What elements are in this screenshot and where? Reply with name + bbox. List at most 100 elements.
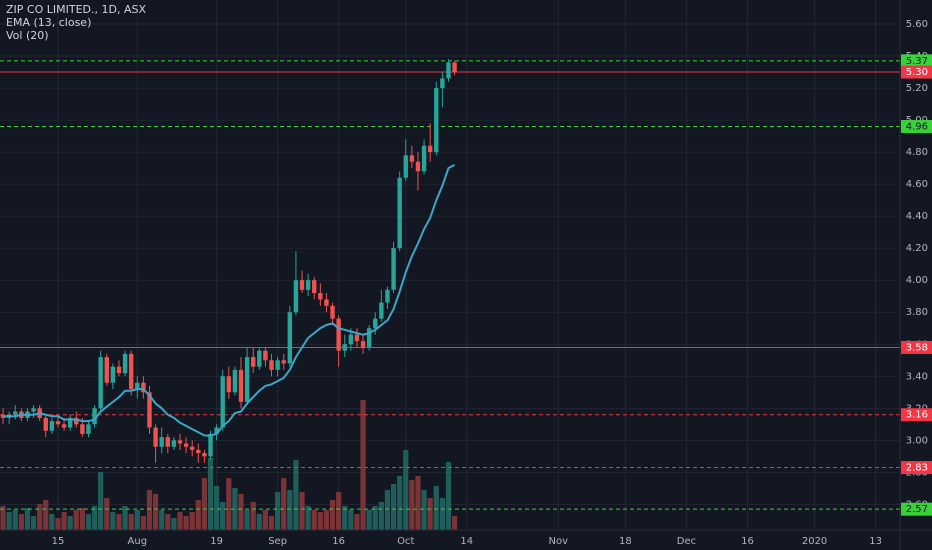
candle-body [366, 328, 372, 348]
y-tick-label: 4.60 [906, 179, 928, 190]
volume-bar [189, 512, 195, 530]
candle-body [360, 341, 366, 348]
level-label: 3.16 [906, 410, 928, 421]
candle-body [220, 376, 225, 428]
candle-body [135, 382, 140, 390]
x-tick-label: 16 [332, 536, 345, 547]
candle-body [391, 248, 396, 290]
level-label-box [901, 65, 932, 79]
volume-bar [451, 516, 458, 530]
candle-body [318, 293, 323, 300]
candle-body [348, 334, 354, 345]
volume-bar [256, 514, 262, 530]
level-label: 2.57 [906, 504, 928, 515]
candle-body [434, 88, 439, 153]
volume-bar [207, 458, 214, 530]
candle-body [183, 443, 189, 447]
candle-body [80, 424, 85, 434]
candle-body [86, 424, 91, 434]
volume-bar [30, 516, 37, 530]
volume-bar [348, 510, 354, 530]
x-tick-label: 18 [619, 536, 632, 547]
volume-bar [366, 510, 372, 530]
candle-body [214, 427, 219, 434]
x-tick-label: 19 [210, 536, 223, 547]
volume-bar [116, 514, 122, 530]
x-tick-label: 14 [460, 536, 473, 547]
volume-bar [49, 514, 55, 530]
candle-body [403, 155, 408, 178]
candle-body [269, 360, 274, 370]
level-label: 2.83 [906, 463, 928, 474]
volume-bar [445, 462, 452, 530]
candle-body [409, 155, 415, 162]
candle-body [397, 177, 402, 249]
y-tick-label: 3.00 [906, 435, 928, 446]
candle-body [153, 427, 158, 447]
volume-bar [427, 498, 433, 530]
volume-bar [421, 490, 427, 530]
volume-bar [165, 514, 171, 530]
volume-bar [61, 512, 67, 530]
volume-bar [195, 500, 201, 530]
candle-body [92, 408, 97, 425]
volume-bar [18, 514, 24, 530]
volume-bar [439, 498, 445, 530]
y-tick-label: 3.40 [906, 371, 928, 382]
volume-bar [378, 502, 384, 530]
level-label: 5.37 [906, 56, 928, 67]
volume-bar [37, 504, 43, 530]
candle-body [373, 318, 378, 329]
candle-body [415, 161, 421, 172]
x-tick-label: Oct [397, 536, 414, 547]
candle-body [49, 421, 55, 431]
candle-body [177, 440, 183, 444]
volume-bar [110, 512, 116, 530]
candle-body [74, 417, 79, 425]
volume-bar [336, 492, 342, 530]
candle-body [226, 376, 232, 393]
ema-line [3, 164, 456, 437]
volume-bar [360, 400, 366, 530]
candle-body [98, 357, 103, 409]
candle-body [128, 353, 134, 390]
y-tick-label: 5.20 [906, 83, 928, 94]
candle-body [165, 437, 170, 447]
volume-bar [98, 472, 104, 530]
volume-bar [433, 486, 439, 530]
volume-bar [171, 518, 177, 530]
candle-body [116, 366, 122, 374]
y-tick-label: 3.80 [906, 307, 928, 318]
volume-bar [372, 506, 378, 530]
volume-bar [91, 506, 98, 530]
candles [0, 59, 457, 463]
candle-body [446, 62, 451, 79]
level-label: 3.58 [906, 342, 928, 353]
candle-body [190, 446, 195, 450]
volume-bar [415, 476, 421, 530]
candle-body [342, 344, 347, 351]
candle-body [427, 145, 433, 153]
candle-body [244, 357, 250, 402]
level-label-box [901, 408, 932, 422]
candle-body [43, 417, 48, 431]
candle-body [104, 357, 109, 383]
candle-body [147, 392, 152, 428]
candle-body [281, 360, 286, 364]
volume-bar [390, 484, 397, 530]
volume-bar [6, 512, 12, 530]
candle-body [440, 78, 445, 89]
candle-body [287, 312, 293, 364]
volume-bar [299, 492, 305, 530]
candle-body [275, 360, 280, 370]
volume-bar [0, 506, 6, 530]
candle-body [122, 353, 128, 374]
chart-title: ZIP CO LIMITED., 1D, ASX [6, 3, 146, 16]
y-tick-label: 5.60 [906, 19, 928, 30]
candle-body [0, 414, 6, 418]
candle-body [208, 433, 213, 457]
indicator-label: EMA (13, close) [6, 16, 91, 29]
level-label-box [901, 461, 932, 475]
volume-bar [262, 510, 269, 530]
